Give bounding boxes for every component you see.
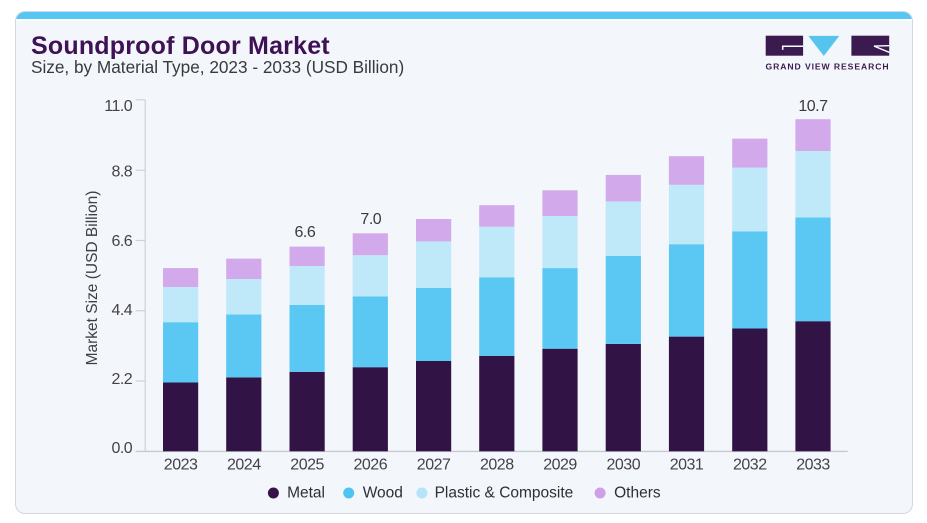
- svg-text:Market Size (USD Billion): Market Size (USD Billion): [84, 191, 101, 366]
- svg-text:Plastic & Composite: Plastic & Composite: [435, 484, 574, 501]
- svg-text:0.0: 0.0: [111, 440, 132, 457]
- svg-text:8.8: 8.8: [111, 164, 132, 181]
- svg-text:6.6: 6.6: [295, 224, 316, 241]
- svg-text:Metal: Metal: [287, 484, 325, 501]
- svg-text:2024: 2024: [227, 457, 261, 474]
- svg-text:2029: 2029: [543, 457, 577, 474]
- svg-text:GRAND VIEW RESEARCH: GRAND VIEW RESEARCH: [766, 61, 890, 71]
- svg-text:2031: 2031: [670, 457, 704, 474]
- svg-text:2026: 2026: [354, 457, 388, 474]
- svg-text:Wood: Wood: [363, 484, 403, 501]
- svg-text:2028: 2028: [480, 457, 514, 474]
- svg-text:2027: 2027: [417, 457, 451, 474]
- svg-text:2032: 2032: [733, 457, 767, 474]
- svg-text:6.6: 6.6: [111, 233, 132, 250]
- svg-text:10.7: 10.7: [798, 98, 828, 115]
- svg-text:4.4: 4.4: [111, 302, 132, 319]
- svg-text:Others: Others: [614, 484, 661, 501]
- svg-text:2023: 2023: [164, 457, 198, 474]
- svg-text:2033: 2033: [796, 457, 830, 474]
- svg-text:2.2: 2.2: [111, 371, 132, 388]
- svg-text:11.0: 11.0: [104, 98, 133, 115]
- svg-text:7.0: 7.0: [360, 211, 381, 228]
- svg-text:2025: 2025: [290, 457, 324, 474]
- svg-text:2030: 2030: [607, 457, 641, 474]
